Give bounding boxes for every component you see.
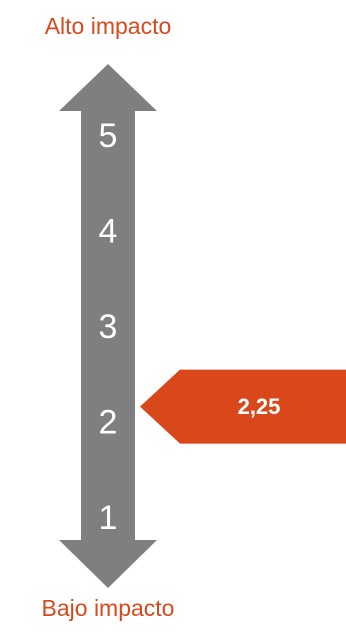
scale-level-5: 5 xyxy=(99,117,118,155)
marker-value: 2,25 xyxy=(238,394,281,419)
scale-level-1: 1 xyxy=(99,499,118,537)
scale-level-3: 3 xyxy=(99,308,118,346)
double-arrow-scale xyxy=(59,64,157,588)
high-impact-label: Alto impacto xyxy=(44,13,172,39)
scale-levels: 1 2 3 4 5 xyxy=(99,117,118,537)
scale-level-2: 2 xyxy=(99,404,118,442)
low-impact-label: Bajo impacto xyxy=(41,595,175,621)
marker-arrow xyxy=(140,369,346,444)
value-marker: 2,25 xyxy=(140,369,346,444)
scale-level-4: 4 xyxy=(99,213,118,251)
